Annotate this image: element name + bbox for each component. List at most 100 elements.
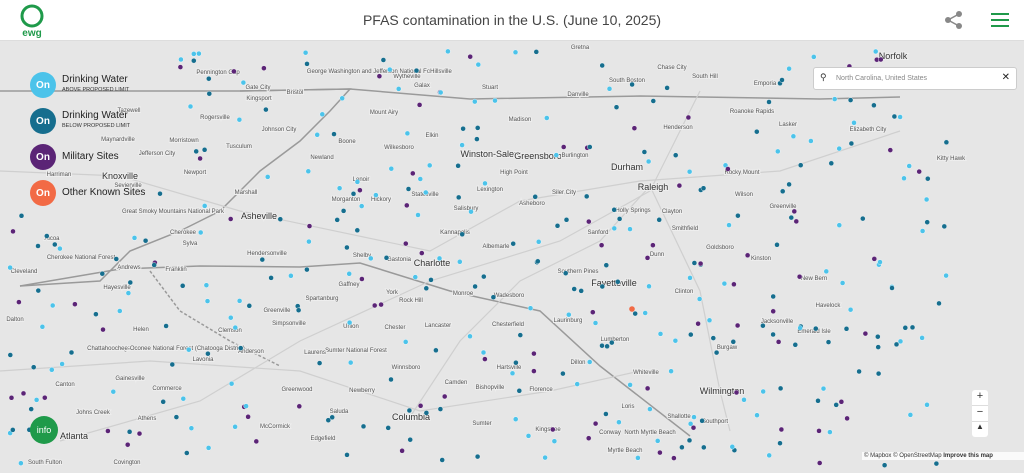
site-marker[interactable] (10, 228, 16, 235)
site-marker[interactable] (33, 397, 40, 403)
site-marker[interactable] (191, 51, 197, 57)
site-marker[interactable] (455, 163, 461, 169)
osm-credit[interactable]: © OpenStreetMap (893, 453, 942, 459)
site-marker[interactable] (7, 352, 14, 358)
site-marker[interactable] (228, 315, 234, 321)
site-marker[interactable] (924, 402, 930, 408)
site-marker[interactable] (603, 262, 609, 268)
site-marker[interactable] (672, 338, 679, 344)
site-marker[interactable] (811, 54, 817, 60)
site-marker[interactable] (647, 406, 653, 412)
site-marker[interactable] (423, 410, 430, 416)
site-marker[interactable] (388, 165, 394, 172)
site-marker[interactable] (302, 49, 309, 56)
site-marker[interactable] (186, 347, 192, 353)
site-marker[interactable] (696, 296, 703, 302)
site-marker[interactable] (527, 305, 534, 311)
site-marker[interactable] (428, 277, 434, 283)
site-marker[interactable] (897, 338, 904, 345)
site-marker[interactable] (875, 334, 881, 340)
site-marker[interactable] (388, 376, 394, 383)
site-marker[interactable] (246, 303, 253, 309)
site-marker[interactable] (344, 244, 350, 251)
site-marker[interactable] (611, 207, 617, 213)
site-marker[interactable] (516, 388, 522, 394)
legend-toggle[interactable]: On (30, 72, 56, 98)
site-marker[interactable] (873, 48, 879, 55)
site-marker[interactable] (456, 194, 462, 201)
site-marker[interactable] (847, 307, 854, 313)
site-marker[interactable] (354, 179, 361, 185)
site-marker[interactable] (415, 212, 421, 218)
site-marker[interactable] (695, 321, 701, 327)
site-marker[interactable] (770, 308, 776, 314)
site-marker[interactable] (847, 97, 854, 103)
site-marker[interactable] (825, 339, 832, 345)
site-marker[interactable] (93, 311, 99, 317)
site-marker[interactable] (690, 425, 697, 431)
site-marker[interactable] (919, 335, 925, 341)
site-marker[interactable] (436, 255, 443, 262)
legend-toggle[interactable]: On (30, 180, 56, 206)
site-marker[interactable] (616, 419, 622, 425)
site-marker[interactable] (378, 301, 384, 308)
site-marker[interactable] (599, 62, 605, 69)
site-marker[interactable] (243, 403, 249, 409)
site-marker[interactable] (336, 185, 343, 191)
site-marker[interactable] (754, 128, 760, 135)
site-marker[interactable] (725, 166, 731, 172)
site-marker[interactable] (110, 389, 117, 395)
site-marker[interactable] (346, 319, 353, 326)
site-marker[interactable] (860, 215, 866, 222)
site-marker[interactable] (357, 187, 363, 193)
site-marker[interactable] (902, 325, 908, 331)
site-marker[interactable] (687, 421, 694, 427)
site-marker[interactable] (205, 351, 211, 357)
site-marker[interactable] (706, 317, 713, 323)
site-marker[interactable] (838, 399, 845, 405)
site-marker[interactable] (231, 68, 237, 75)
site-marker[interactable] (828, 160, 834, 167)
site-marker[interactable] (475, 125, 481, 131)
site-marker[interactable] (237, 345, 244, 351)
site-marker[interactable] (475, 61, 481, 68)
site-marker[interactable] (52, 241, 58, 248)
search-box[interactable]: ⚲ North Carolina, United States ✕ (813, 67, 1017, 90)
site-marker[interactable] (360, 423, 367, 430)
site-marker[interactable] (779, 77, 785, 83)
site-marker[interactable] (797, 325, 803, 331)
site-marker[interactable] (919, 228, 926, 234)
site-marker[interactable] (131, 235, 138, 241)
site-marker[interactable] (383, 255, 390, 261)
site-marker[interactable] (204, 298, 211, 304)
site-marker[interactable] (472, 98, 478, 105)
site-marker[interactable] (127, 279, 134, 286)
site-marker[interactable] (544, 115, 550, 121)
site-marker[interactable] (406, 407, 413, 414)
site-marker[interactable] (933, 460, 940, 467)
site-marker[interactable] (35, 287, 41, 294)
clear-button[interactable]: ✕ (1001, 72, 1010, 83)
site-marker[interactable] (862, 330, 869, 337)
site-marker[interactable] (196, 50, 202, 57)
site-marker[interactable] (205, 445, 212, 451)
site-marker[interactable] (201, 203, 208, 209)
site-marker[interactable] (10, 427, 16, 433)
site-marker[interactable] (599, 283, 605, 290)
site-marker[interactable] (35, 243, 41, 249)
site-marker[interactable] (417, 403, 424, 409)
site-marker[interactable] (909, 324, 916, 331)
site-marker[interactable] (820, 385, 827, 392)
site-marker[interactable] (691, 414, 697, 420)
site-marker[interactable] (232, 324, 239, 331)
site-marker[interactable] (399, 448, 405, 454)
site-marker[interactable] (410, 170, 416, 177)
site-marker[interactable] (531, 368, 537, 374)
site-marker[interactable] (923, 196, 930, 203)
site-marker[interactable] (924, 219, 930, 225)
site-marker[interactable] (517, 332, 523, 338)
site-marker[interactable] (598, 242, 605, 248)
site-marker[interactable] (31, 364, 37, 370)
site-marker[interactable] (124, 442, 131, 448)
site-marker[interactable] (179, 283, 186, 289)
